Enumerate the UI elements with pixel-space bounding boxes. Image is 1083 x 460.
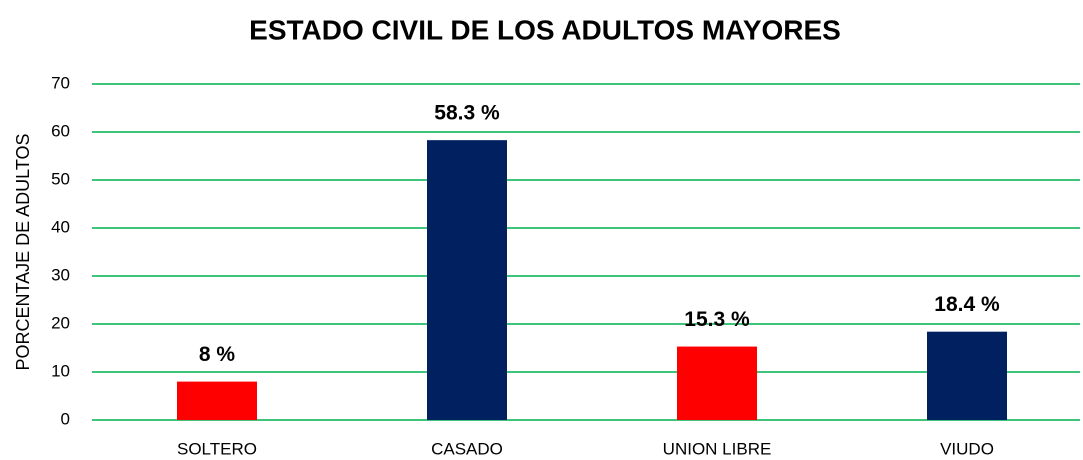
y-tick-label: 30 xyxy=(51,265,70,284)
bar xyxy=(677,346,757,420)
x-tick-label: UNION LIBRE xyxy=(663,439,772,458)
data-label: 58.3 % xyxy=(434,102,500,125)
chart-title: ESTADO CIVIL DE LOS ADULTOS MAYORES xyxy=(249,14,841,45)
y-tick-label: 40 xyxy=(51,217,70,236)
y-tick-label: 70 xyxy=(51,73,70,92)
y-tick-label: 50 xyxy=(51,169,70,188)
data-label: 15.3 % xyxy=(684,308,750,331)
bar xyxy=(427,140,507,420)
y-axis-title: PORCENTAJE DE ADULTOS xyxy=(13,133,33,370)
y-tick-label: 60 xyxy=(51,121,70,140)
y-tick-label: 20 xyxy=(51,313,70,332)
x-tick-label: CASADO xyxy=(431,439,503,458)
y-tick-label: 10 xyxy=(51,361,70,380)
data-label: 8 % xyxy=(199,343,236,366)
y-tick-label: 0 xyxy=(61,409,70,428)
x-tick-label: VIUDO xyxy=(940,439,994,458)
data-label: 18.4 % xyxy=(934,293,1000,316)
bar xyxy=(177,381,257,420)
bar xyxy=(927,331,1007,420)
x-tick-label: SOLTERO xyxy=(177,439,257,458)
